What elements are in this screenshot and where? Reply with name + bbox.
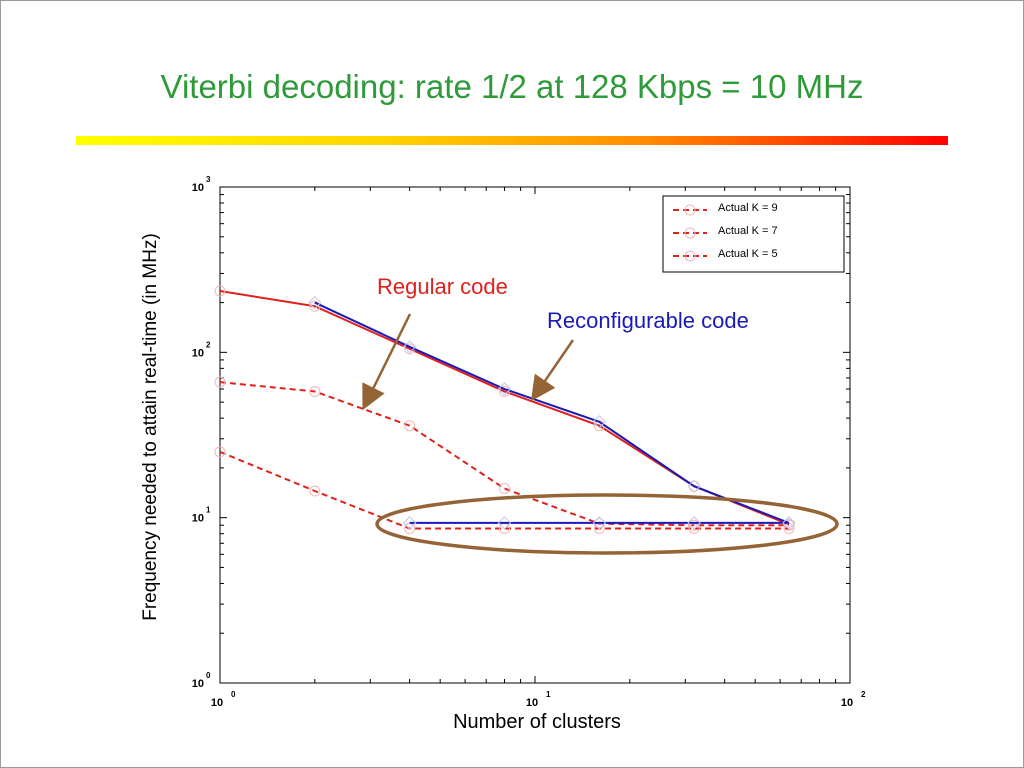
- data-point-marker: [214, 446, 226, 458]
- x-tick-label: 10: [211, 697, 223, 709]
- x-tick-label: 10: [526, 697, 538, 709]
- data-point-marker: [309, 385, 321, 397]
- annotation-regular-code: Regular code: [377, 274, 508, 299]
- legend-label: Actual K = 5: [718, 248, 778, 260]
- data-point-marker: [592, 516, 607, 530]
- legend-marker: [684, 227, 696, 239]
- data-point-marker: [782, 516, 796, 530]
- x-tick-exponent: 2: [861, 690, 866, 699]
- data-point-marker: [404, 420, 416, 432]
- data-point-marker: [309, 300, 321, 312]
- data-point-marker: [497, 516, 512, 530]
- legend-marker: [684, 204, 696, 216]
- data-point-marker: [497, 382, 512, 396]
- data-point-marker: [308, 295, 322, 310]
- y-tick-label: 10: [192, 182, 204, 194]
- y-tick-label: 10: [192, 678, 204, 690]
- data-point-marker: [214, 285, 226, 297]
- y-tick-exponent: 0: [206, 671, 211, 680]
- data-point-marker: [688, 519, 700, 531]
- x-tick-exponent: 1: [546, 690, 551, 699]
- slide-title: Viterbi decoding: rate 1/2 at 128 Kbps =…: [160, 68, 864, 105]
- data-point-marker: [309, 485, 321, 497]
- y-tick-label: 10: [192, 347, 204, 359]
- annotation-reconfigurable-code: Reconfigurable code: [547, 308, 749, 333]
- data-point-marker: [498, 483, 510, 495]
- legend-label: Actual K = 7: [718, 225, 778, 237]
- y-tick-exponent: 2: [206, 340, 211, 349]
- y-axis-label: Frequency needed to attain real-time (in…: [140, 233, 161, 621]
- annotation-arrow-reconfigurable: [530, 339, 575, 402]
- plot-frame: [219, 186, 851, 684]
- reconfigurable-line: [314, 301, 790, 524]
- legend: Actual K = 9 Actual K = 7 Actual K = 5: [662, 195, 845, 273]
- series-line: [219, 381, 789, 527]
- annotation-arrow-regular: [362, 313, 412, 411]
- data-point-marker: [783, 519, 795, 531]
- y-tick-label: 10: [192, 513, 204, 525]
- title-gradient-bar: [76, 136, 948, 145]
- data-point-marker: [402, 516, 417, 530]
- annotation-layer: Regular code Reconfigurable code: [362, 274, 839, 555]
- series-layer: [214, 285, 796, 534]
- data-point-marker: [214, 376, 226, 388]
- x-tick-label: 10: [841, 697, 853, 709]
- data-point-marker: [687, 479, 701, 493]
- data-point-marker: [592, 415, 607, 429]
- data-point-marker: [687, 516, 701, 530]
- x-tick-exponent: 0: [231, 690, 236, 699]
- x-axis-label: Number of clusters: [453, 711, 621, 733]
- series-line: [219, 450, 789, 530]
- data-point-marker: [402, 340, 417, 354]
- data-point-marker: [688, 480, 700, 492]
- y-tick-exponent: 1: [206, 506, 211, 515]
- highlight-ellipse: [375, 493, 839, 555]
- legend-marker: [684, 250, 696, 262]
- legend-label: Actual K = 9: [718, 202, 778, 214]
- y-tick-exponent: 3: [206, 175, 211, 184]
